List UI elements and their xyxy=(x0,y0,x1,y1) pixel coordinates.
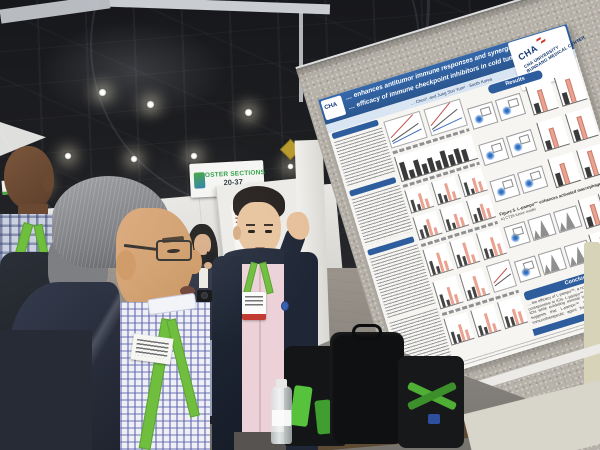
presenter-badge-text-lines xyxy=(245,296,263,308)
mini-bar-chart xyxy=(497,295,529,330)
growth-curve-chart xyxy=(485,259,518,293)
mini-bar-chart xyxy=(404,183,435,214)
attendee-ear xyxy=(42,172,54,192)
mini-bar-chart xyxy=(475,226,508,261)
body-text-lines xyxy=(334,127,396,187)
mini-bar-chart xyxy=(449,234,481,269)
presenter-cardigan-left xyxy=(212,256,242,450)
water-bottle-label xyxy=(272,410,291,426)
glasses xyxy=(156,240,192,261)
presenter-ear xyxy=(233,226,241,240)
presenter-eye xyxy=(248,230,255,233)
presenter-blue-pin xyxy=(281,301,289,311)
briefcase-handle xyxy=(352,324,382,340)
mini-bar-chart xyxy=(412,210,443,241)
cha-logo-red-mark xyxy=(541,38,546,44)
presenter-eye xyxy=(265,230,272,233)
presenter-eyebrow xyxy=(246,224,255,226)
attendee-face xyxy=(194,234,211,255)
mini-bar-chart xyxy=(432,275,464,310)
mini-bar-chart xyxy=(457,167,488,198)
black-briefcase xyxy=(330,332,404,444)
ceiling-pipe xyxy=(299,12,303,102)
presenter-badge-red-stripe xyxy=(242,314,266,320)
body-text-lines xyxy=(351,184,414,246)
ceiling-light xyxy=(64,152,72,160)
mini-bar-chart xyxy=(439,202,470,233)
ceiling-light xyxy=(190,152,198,160)
camera-lens xyxy=(201,292,208,299)
mini-bar-chart xyxy=(431,175,462,206)
attendee-shirt xyxy=(199,268,208,288)
water-bottle-cap xyxy=(276,379,287,388)
mini-bar-chart xyxy=(459,267,491,302)
foreground-man-ear xyxy=(116,250,136,280)
mini-bar-chart xyxy=(422,243,454,277)
presenter-eyebrow xyxy=(264,224,273,226)
presenter-cardigan-shoulders xyxy=(224,248,298,264)
mini-bar-chart xyxy=(470,303,502,338)
foreground-man-open-mouth xyxy=(180,286,195,296)
mini-bar-chart xyxy=(443,311,475,346)
attendee-hand xyxy=(204,262,212,269)
right-edge-wall-gap xyxy=(584,242,600,410)
sign-logo-icon xyxy=(193,172,206,189)
ceiling-light xyxy=(244,108,253,117)
ceiling-light xyxy=(287,163,294,170)
attendee-shoe xyxy=(203,416,217,424)
ceiling-light xyxy=(98,88,107,97)
mini-bar-chart xyxy=(466,194,497,225)
bag-blue-tag xyxy=(428,414,440,424)
ceiling-light xyxy=(146,100,155,109)
foreground-man-vest-lower xyxy=(0,330,92,450)
ceiling-light xyxy=(130,155,138,163)
